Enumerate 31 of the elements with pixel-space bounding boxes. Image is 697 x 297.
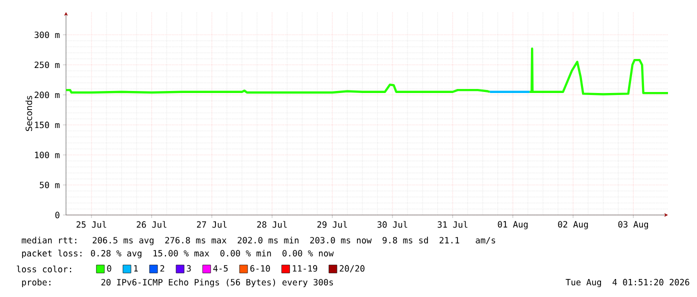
y-tick-label: 250 m: [34, 62, 60, 68]
legend-label: 11-19: [292, 265, 318, 272]
x-tick-label: 29 Jul: [317, 221, 347, 228]
y-tick-label: 150 m: [35, 122, 60, 128]
text: median rtt: 206.5 ms avg 276.8 ms max 202.0 ms min 203.0 ms now 9.8 ms sd 21.1 am/s: [22, 236, 496, 246]
legend-label: 6-10: [250, 265, 270, 272]
legend-label: 1: [134, 265, 138, 272]
legend-label: 2: [160, 265, 164, 272]
legend-label: 3: [186, 265, 191, 272]
x-tick-label: 28 Jul: [257, 221, 287, 228]
y-tick-label: 300 m: [34, 32, 60, 38]
y-tick-label: 0: [55, 212, 60, 218]
y-tick-label: 50 m: [40, 182, 60, 188]
x-tick-label: 26 Jul: [136, 221, 166, 228]
x-tick-label: 31 Jul: [438, 221, 468, 228]
x-tick-label: 02 Aug: [558, 221, 588, 230]
text: packet loss: 0.28 % avg 15.00 % max 0.00 % min 0.00 % now: [22, 250, 334, 258]
text: probe: 20 IPv6-ICMP Echo Pings (56 Bytes) every 300s: [22, 278, 333, 288]
y-axis-title: Seconds: [25, 96, 32, 131]
legend-label: 4-5: [213, 265, 228, 272]
x-tick-label: 27 Jul: [196, 221, 227, 228]
legend-title: loss color:: [16, 266, 72, 272]
legend-label: 0: [107, 265, 112, 272]
x-tick-label: 25 Jul: [76, 221, 106, 228]
y-tick-label: 100 m: [35, 152, 60, 158]
text: Tue Aug 4 01:51:20 2026: [566, 278, 690, 288]
x-tick-label: 03 Aug: [618, 221, 648, 230]
x-tick-label: 01 Aug: [498, 221, 528, 230]
x-tick-label: 30 Jul: [378, 221, 408, 228]
y-tick-label: 200 m: [34, 92, 60, 98]
legend-label: 20/20: [340, 265, 364, 272]
